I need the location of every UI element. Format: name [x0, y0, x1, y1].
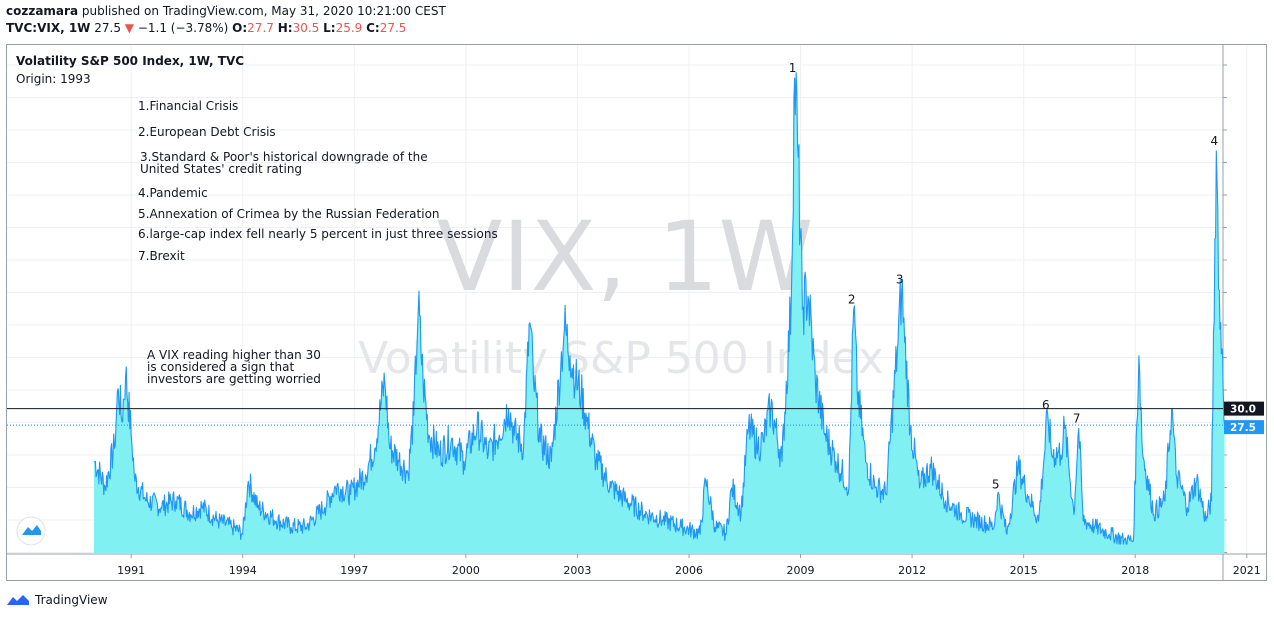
last-price-badge	[1224, 420, 1264, 435]
low-value: 25.9	[335, 21, 363, 35]
event-marker-3: 3	[896, 273, 904, 287]
down-arrow-icon: ▼	[124, 21, 135, 35]
legend-title: Volatility S&P 500 Index, 1W, TVC	[16, 54, 244, 68]
event-marker-6: 6	[1042, 398, 1050, 412]
threshold-badge-label: 30.0	[1230, 404, 1256, 416]
low-label: L:	[323, 21, 336, 35]
note-item-4: 4.Pandemic	[138, 186, 208, 200]
note-item-7: 7.Brexit	[138, 249, 185, 263]
x-tick-label: 2021	[1233, 564, 1261, 577]
threshold-note-line: A VIX reading higher than 30	[147, 348, 321, 362]
symbol-name: TVC:VIX, 1W	[6, 21, 91, 35]
high-value: 30.5	[292, 21, 320, 35]
event-marker-4: 4	[1210, 134, 1218, 148]
note-item-3: United States' credit rating	[140, 162, 302, 176]
tradingview-footer[interactable]: TradingView	[6, 591, 108, 609]
close-value: 27.5	[379, 21, 407, 35]
high-label: H:	[277, 21, 293, 35]
x-tick-label: 2000	[452, 564, 480, 577]
threshold-badge	[1224, 401, 1264, 416]
event-marker-5: 5	[992, 478, 1000, 492]
vix-series-line	[93, 71, 1226, 545]
note-item-6: 6.large-cap index fell nearly 5 percent …	[138, 227, 498, 241]
event-marker-1: 1	[789, 61, 797, 75]
x-tick-label: 2015	[1010, 564, 1038, 577]
x-tick-label: 2018	[1121, 564, 1149, 577]
tradingview-brand: TradingView	[35, 593, 108, 607]
tv-badge-icon	[22, 525, 41, 535]
x-tick-label: 2012	[898, 564, 926, 577]
open-value: 27.7	[247, 21, 274, 35]
watermark-symbol: VIX, 1W	[437, 201, 814, 313]
author-name[interactable]: cozzamara	[6, 4, 79, 18]
published-text: published on TradingView.com, May 31, 20…	[81, 4, 446, 18]
event-marker-2: 2	[848, 293, 856, 307]
symbol-line: TVC:VIX, 1W 27.5 ▼ −1.1 (−3.78%) O:27.7 …	[6, 21, 406, 35]
vix-area-fill	[94, 72, 1225, 554]
x-tick-label: 1997	[340, 564, 368, 577]
tradingview-logo-icon	[7, 595, 29, 605]
note-item-2: 2.European Debt Crisis	[138, 125, 276, 139]
vix-chart[interactable]: 1991 1994 1997 2000 2003 2006 2009 2012 2015 2018…	[7, 45, 1266, 580]
open-label: O:	[232, 21, 248, 35]
last-price-badge-label: 27.5	[1230, 422, 1256, 434]
note-item-5: 5.Annexation of Crimea by the Russian Fe…	[138, 207, 440, 221]
x-tick-label: 2003	[563, 564, 591, 577]
price-change: −1.1 (−3.78%)	[137, 21, 229, 35]
x-tick-label: 2009	[787, 564, 815, 577]
last-price: 27.5	[94, 21, 121, 35]
threshold-note-line: is considered a sign that	[147, 360, 294, 374]
note-item-3: 3.Standard & Poor's historical downgrade…	[140, 150, 428, 164]
event-marker-7: 7	[1073, 411, 1081, 425]
x-tick-label: 1994	[229, 564, 257, 577]
chart-frame[interactable]: 1991 1994 1997 2000 2003 2006 2009 2012 2015 2018…	[6, 44, 1267, 581]
close-label: C:	[366, 21, 380, 35]
x-tick-label: 1991	[117, 564, 145, 577]
publish-line: cozzamara published on TradingView.com, …	[6, 4, 446, 18]
threshold-note-line: investors are getting worried	[147, 372, 321, 386]
legend-origin: Origin: 1993	[16, 72, 91, 86]
note-item-1: 1.Financial Crisis	[138, 99, 238, 113]
x-tick-label: 2006	[675, 564, 703, 577]
